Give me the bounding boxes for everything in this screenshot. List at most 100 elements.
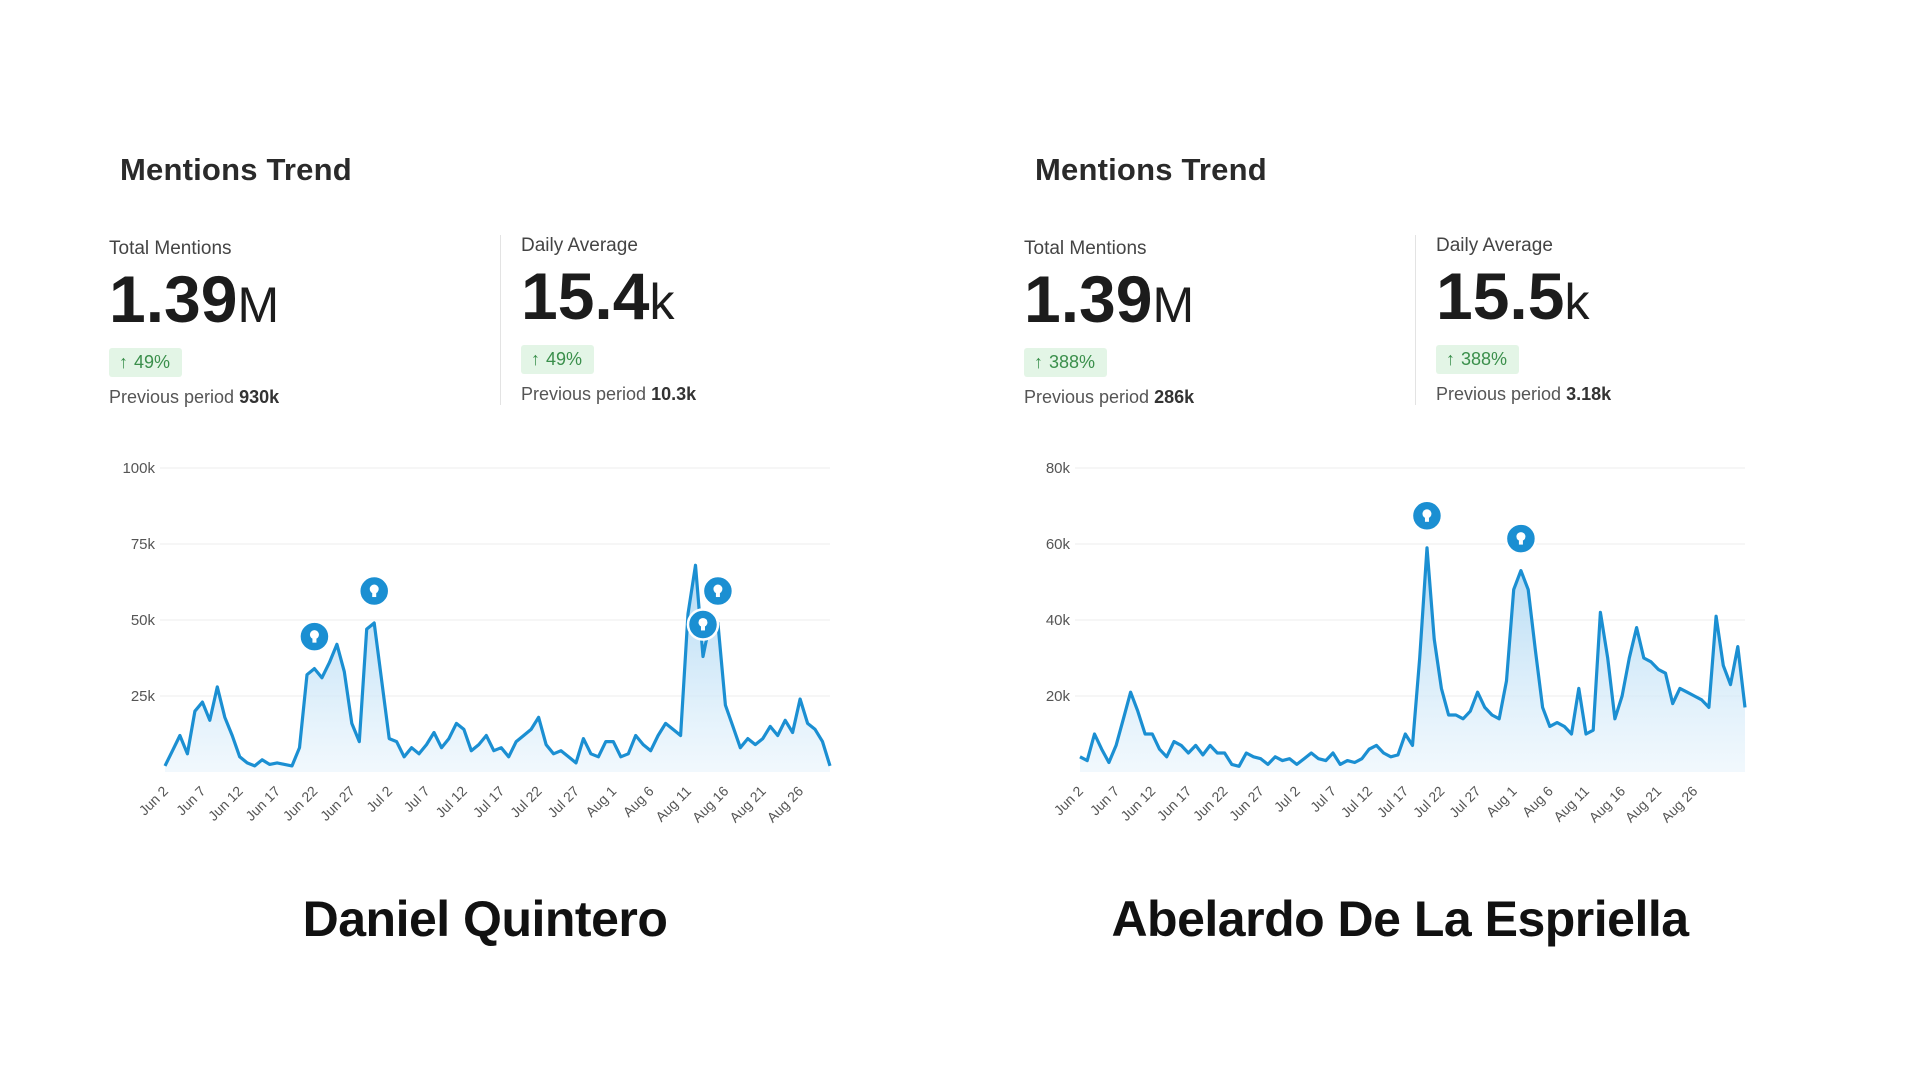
- stat-unit: k: [1564, 274, 1590, 330]
- stat-number: 15.5: [1436, 259, 1565, 333]
- change-badge: ↑ 49%: [521, 345, 595, 374]
- stat-value: 15.4k: [521, 259, 881, 339]
- previous-period-value: 3.18k: [1566, 384, 1612, 404]
- previous-period: Previous period 286k: [1024, 387, 1384, 408]
- total-mentions-stat: Total Mentions 1.39M ↑ 388% Previous peri…: [1024, 238, 1384, 408]
- x-tick-label: Jul 22: [1410, 783, 1448, 821]
- panel-title: Mentions Trend: [120, 152, 352, 187]
- y-tick-label: 25k: [131, 688, 156, 705]
- panel-abelardo-de-la-espriella: Mentions Trend Total Mentions 1.39M ↑ 388…: [1020, 140, 1780, 960]
- y-tick-label: 20k: [1046, 688, 1071, 705]
- stat-number: 15.4: [521, 259, 650, 333]
- insight-marker: [298, 620, 331, 653]
- x-tick-label: Jul 7: [1307, 783, 1339, 815]
- lightbulb-icon-base: [1424, 517, 1429, 522]
- previous-period: Previous period 930k: [109, 387, 469, 408]
- x-tick-label: Aug 26: [1658, 783, 1701, 826]
- y-tick-label: 75k: [131, 536, 156, 553]
- stat-unit: M: [237, 277, 280, 333]
- lightbulb-icon: [369, 584, 379, 594]
- stat-value: 15.5k: [1436, 259, 1796, 339]
- previous-period-label: Previous period: [109, 387, 235, 407]
- x-tick-label: Jun 12: [205, 783, 246, 824]
- x-tick-label: Jul 2: [363, 783, 395, 815]
- x-tick-label: Jul 12: [1338, 783, 1376, 821]
- lightbulb-icon: [309, 630, 319, 640]
- x-tick-label: Jul 17: [470, 783, 508, 821]
- change-badge: ↑ 49%: [109, 348, 183, 377]
- previous-period-value: 286k: [1154, 387, 1195, 407]
- insight-marker: [686, 608, 720, 641]
- x-tick-label: Jul 27: [544, 783, 582, 821]
- x-tick-label: Jun 17: [242, 783, 283, 824]
- x-tick-label: Jul 17: [1374, 783, 1412, 821]
- daily-average-stat: Daily Average 15.4k ↑ 49% Previous period…: [500, 235, 881, 405]
- stat-value: 1.39M: [109, 262, 469, 342]
- person-name: Daniel Quintero: [302, 891, 668, 947]
- x-tick-label: Jun 22: [280, 783, 321, 824]
- previous-period: Previous period 10.3k: [521, 384, 881, 405]
- x-tick-label: Jul 7: [400, 783, 432, 815]
- change-badge: ↑ 388%: [1024, 348, 1108, 377]
- y-tick-label: 40k: [1046, 612, 1071, 629]
- x-tick-label: Jun 12: [1117, 783, 1158, 824]
- stat-label: Daily Average: [521, 235, 638, 256]
- x-tick-label: Aug 21: [726, 783, 769, 826]
- total-mentions-stat: Total Mentions 1.39M ↑ 49% Previous perio…: [109, 238, 469, 408]
- arrow-up-icon: ↑: [119, 352, 128, 372]
- lightbulb-icon-base: [700, 626, 705, 631]
- lightbulb-icon: [1516, 532, 1526, 542]
- stat-unit: k: [649, 274, 675, 330]
- lightbulb-icon-base: [1518, 540, 1523, 545]
- stat-label: Daily Average: [1436, 235, 1553, 256]
- x-tick-label: Aug 26: [764, 783, 807, 826]
- daily-average-stat: Daily Average 15.5k ↑ 388% Previous perio…: [1415, 235, 1796, 405]
- change-value: 388%: [1049, 352, 1096, 372]
- panel-daniel-quintero: Mentions Trend Total Mentions 1.39M ↑ 49%…: [105, 140, 865, 960]
- lightbulb-icon-base: [715, 593, 720, 598]
- person-name: Abelardo De La Espriella: [1111, 891, 1689, 947]
- previous-period: Previous period 3.18k: [1436, 384, 1796, 405]
- x-tick-label: Jul 27: [1446, 783, 1484, 821]
- arrow-up-icon: ↑: [531, 349, 540, 369]
- stat-label: Total Mentions: [1024, 238, 1147, 259]
- x-tick-label: Jun 2: [1051, 783, 1087, 819]
- previous-period-label: Previous period: [1024, 387, 1150, 407]
- panel-title: Mentions Trend: [1035, 152, 1267, 187]
- y-tick-label: 100k: [122, 460, 155, 477]
- x-tick-label: Jul 2: [1271, 783, 1303, 815]
- stat-unit: M: [1152, 277, 1195, 333]
- x-tick-label: Aug 21: [1622, 783, 1665, 826]
- x-tick-label: Jul 22: [507, 783, 545, 821]
- lightbulb-icon: [698, 617, 708, 627]
- insight-marker: [701, 574, 735, 608]
- x-tick-label: Jun 7: [173, 783, 209, 819]
- series-line: [163, 563, 832, 768]
- insight-marker: [357, 574, 391, 608]
- previous-period-value: 930k: [239, 387, 280, 407]
- x-tick-label: Jun 17: [1153, 783, 1194, 824]
- lightbulb-icon-base: [372, 593, 377, 598]
- x-tick-label: Jun 2: [136, 783, 172, 819]
- y-tick-label: 80k: [1046, 460, 1071, 477]
- x-tick-label: Jun 22: [1190, 783, 1231, 824]
- change-value: 388%: [1461, 349, 1508, 369]
- x-tick-label: Jul 12: [432, 783, 470, 821]
- series-line: [1079, 546, 1747, 768]
- change-value: 49%: [546, 349, 583, 369]
- stat-number: 1.39: [109, 262, 238, 336]
- change-badge: ↑ 388%: [1436, 345, 1520, 374]
- arrow-up-icon: ↑: [1034, 352, 1043, 372]
- lightbulb-icon: [713, 584, 723, 594]
- stat-value: 1.39M: [1024, 262, 1384, 342]
- x-tick-label: Aug 1: [1483, 783, 1520, 820]
- lightbulb-icon: [1422, 509, 1432, 519]
- x-tick-label: Aug 16: [1586, 783, 1629, 826]
- x-tick-label: Aug 16: [689, 783, 732, 826]
- series-area: [165, 565, 830, 772]
- arrow-up-icon: ↑: [1446, 349, 1455, 369]
- lightbulb-icon-base: [312, 638, 317, 643]
- previous-period-label: Previous period: [521, 384, 647, 404]
- series-area: [1080, 547, 1745, 772]
- x-tick-label: Aug 11: [1550, 783, 1592, 825]
